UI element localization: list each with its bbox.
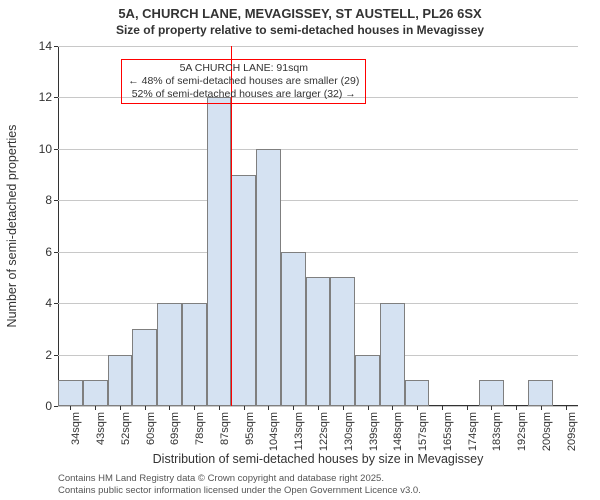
x-tick-mark bbox=[244, 406, 245, 410]
x-tick-mark bbox=[368, 406, 369, 410]
gridline bbox=[58, 46, 578, 47]
x-tick-mark bbox=[392, 406, 393, 410]
histogram-bar bbox=[58, 380, 83, 406]
x-tick-label: 43sqm bbox=[95, 412, 107, 445]
y-tick-mark bbox=[54, 149, 58, 150]
histogram-bar bbox=[479, 380, 504, 406]
x-tick-mark bbox=[541, 406, 542, 410]
x-tick-mark bbox=[194, 406, 195, 410]
footer-line: Contains HM Land Registry data © Crown c… bbox=[58, 473, 590, 484]
y-tick-label: 10 bbox=[39, 142, 52, 156]
x-tick-mark bbox=[70, 406, 71, 410]
x-tick-label: 34sqm bbox=[70, 412, 82, 445]
y-tick-mark bbox=[54, 303, 58, 304]
histogram-bar bbox=[380, 303, 405, 406]
gridline bbox=[58, 252, 578, 253]
x-tick-mark bbox=[219, 406, 220, 410]
histogram-bar bbox=[207, 97, 232, 406]
y-tick-label: 6 bbox=[45, 245, 52, 259]
x-tick-label: 174sqm bbox=[467, 412, 479, 451]
footer-attribution: Contains HM Land Registry data © Crown c… bbox=[58, 473, 590, 496]
histogram-bar bbox=[281, 252, 306, 406]
x-tick-label: 60sqm bbox=[145, 412, 157, 445]
annotation-line: 52% of semi-detached houses are larger (… bbox=[128, 88, 359, 101]
histogram-bar bbox=[157, 303, 182, 406]
y-tick-mark bbox=[54, 46, 58, 47]
x-tick-label: 104sqm bbox=[268, 412, 280, 451]
x-tick-mark bbox=[169, 406, 170, 410]
gridline bbox=[58, 149, 578, 150]
histogram-bar bbox=[306, 277, 331, 406]
histogram-bar bbox=[132, 329, 157, 406]
x-tick-mark bbox=[442, 406, 443, 410]
y-tick-mark bbox=[54, 97, 58, 98]
y-tick-mark bbox=[54, 355, 58, 356]
x-tick-mark bbox=[566, 406, 567, 410]
footer-line: Contains public sector information licen… bbox=[58, 485, 590, 496]
x-tick-mark bbox=[145, 406, 146, 410]
x-axis-label: Distribution of semi-detached houses by … bbox=[58, 452, 578, 466]
y-tick-mark bbox=[54, 200, 58, 201]
y-tick-label: 14 bbox=[39, 39, 52, 53]
x-tick-label: 87sqm bbox=[219, 412, 231, 445]
x-tick-label: 69sqm bbox=[169, 412, 181, 445]
histogram-plot: 0246810121434sqm43sqm52sqm60sqm69sqm78sq… bbox=[58, 46, 578, 406]
y-tick-mark bbox=[54, 252, 58, 253]
histogram-bar bbox=[330, 277, 355, 406]
x-tick-label: 157sqm bbox=[417, 412, 429, 451]
y-axis-line bbox=[58, 46, 59, 406]
y-tick-label: 8 bbox=[45, 193, 52, 207]
annotation-box: 5A CHURCH LANE: 91sqm← 48% of semi-detac… bbox=[121, 59, 366, 104]
x-tick-mark bbox=[95, 406, 96, 410]
histogram-bar bbox=[528, 380, 553, 406]
x-tick-mark bbox=[467, 406, 468, 410]
annotation-line: ← 48% of semi-detached houses are smalle… bbox=[128, 75, 359, 88]
x-tick-label: 113sqm bbox=[293, 412, 305, 450]
x-tick-label: 52sqm bbox=[120, 412, 132, 445]
y-tick-label: 4 bbox=[45, 296, 52, 310]
x-tick-label: 192sqm bbox=[516, 412, 528, 451]
x-tick-label: 122sqm bbox=[318, 412, 330, 451]
annotation-line: 5A CHURCH LANE: 91sqm bbox=[128, 62, 359, 75]
histogram-bar bbox=[405, 380, 430, 406]
x-tick-label: 139sqm bbox=[368, 412, 380, 451]
x-tick-mark bbox=[417, 406, 418, 410]
page-subtitle: Size of property relative to semi-detach… bbox=[0, 23, 600, 37]
x-tick-label: 78sqm bbox=[194, 412, 206, 445]
x-tick-label: 200sqm bbox=[541, 412, 553, 451]
x-tick-label: 95sqm bbox=[244, 412, 256, 445]
x-tick-label: 183sqm bbox=[491, 412, 503, 451]
histogram-bar bbox=[83, 380, 108, 406]
histogram-bar bbox=[256, 149, 281, 406]
x-tick-mark bbox=[491, 406, 492, 410]
gridline bbox=[58, 200, 578, 201]
x-tick-mark bbox=[343, 406, 344, 410]
x-tick-mark bbox=[516, 406, 517, 410]
histogram-bar bbox=[182, 303, 207, 406]
histogram-bar bbox=[108, 355, 133, 406]
x-tick-mark bbox=[293, 406, 294, 410]
y-tick-label: 0 bbox=[45, 399, 52, 413]
y-tick-mark bbox=[54, 406, 58, 407]
x-tick-mark bbox=[318, 406, 319, 410]
histogram-bar bbox=[355, 355, 380, 406]
x-tick-mark bbox=[120, 406, 121, 410]
x-tick-label: 148sqm bbox=[392, 412, 404, 451]
x-tick-label: 130sqm bbox=[343, 412, 355, 451]
y-tick-label: 12 bbox=[39, 90, 52, 104]
y-tick-label: 2 bbox=[45, 348, 52, 362]
histogram-bar bbox=[231, 175, 256, 406]
page-title: 5A, CHURCH LANE, MEVAGISSEY, ST AUSTELL,… bbox=[0, 6, 600, 21]
x-tick-label: 165sqm bbox=[442, 412, 454, 451]
x-tick-label: 209sqm bbox=[566, 412, 578, 451]
y-axis-label: Number of semi-detached properties bbox=[5, 125, 19, 328]
x-tick-mark bbox=[268, 406, 269, 410]
